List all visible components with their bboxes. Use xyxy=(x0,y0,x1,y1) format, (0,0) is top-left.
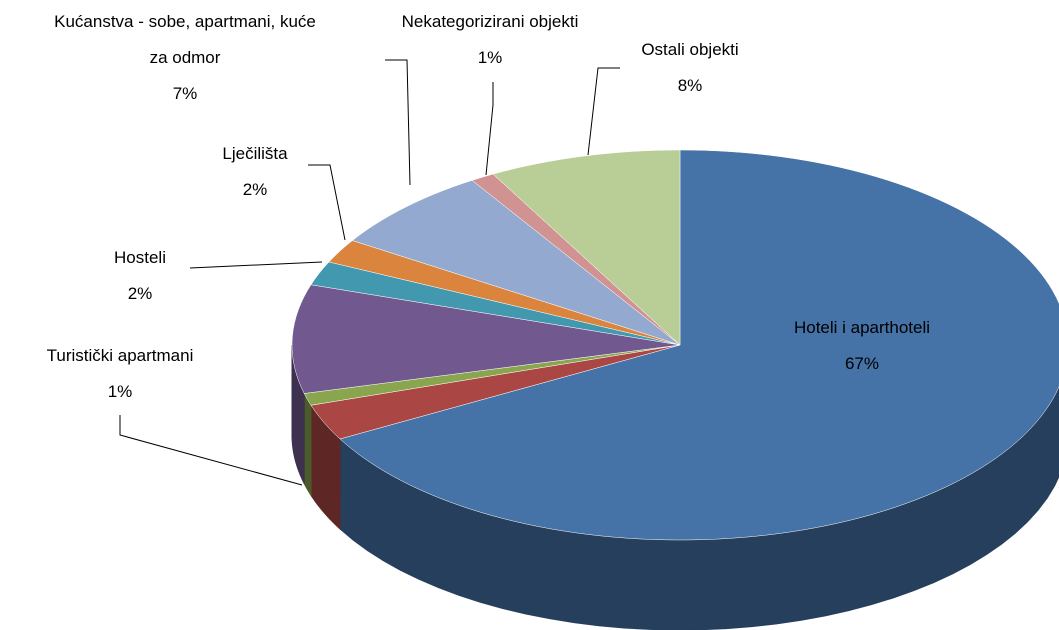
value-label: 1% xyxy=(477,48,503,67)
category-label: Turistički apartmani xyxy=(46,346,194,365)
value-label: 7% xyxy=(172,84,198,103)
data-label: Hosteli 2% xyxy=(114,240,166,312)
category-label: Kućanstva - sobe, apartmani, kuće za odm… xyxy=(54,12,316,67)
slice-side xyxy=(303,393,312,497)
leader xyxy=(308,164,346,241)
value-label: 1% xyxy=(107,382,133,401)
category-label: Hoteli i aparthoteli xyxy=(793,318,931,337)
value-label: 2% xyxy=(127,284,153,303)
category-label: Hosteli xyxy=(114,248,166,267)
slice xyxy=(310,344,681,440)
leader xyxy=(385,59,411,186)
data-label: Lječilišta 2% xyxy=(222,136,287,208)
slice xyxy=(339,149,1059,541)
slice xyxy=(291,284,681,394)
value-label: 8% xyxy=(677,76,703,95)
leader xyxy=(485,82,494,176)
value-label: 2% xyxy=(242,180,268,199)
data-label: Turistički apartmani 1% xyxy=(47,338,194,410)
leader xyxy=(119,415,303,486)
leader xyxy=(189,261,323,269)
data-label: Nekategorizirani objekti 1% xyxy=(402,4,579,76)
data-label: Kućanstva - sobe, apartmani, kuće za odm… xyxy=(50,4,320,112)
category-label: Nekategorizirani objekti xyxy=(401,12,579,31)
slice xyxy=(351,180,681,346)
data-label: Hoteli i aparthoteli 67% xyxy=(794,310,930,382)
slice xyxy=(492,149,681,346)
category-label: Ostali objekti xyxy=(641,40,739,59)
value-label: 67% xyxy=(844,354,880,373)
category-label: Lječilišta xyxy=(222,144,288,163)
leader xyxy=(587,67,620,156)
data-label: Ostali objekti 8% xyxy=(641,32,738,104)
